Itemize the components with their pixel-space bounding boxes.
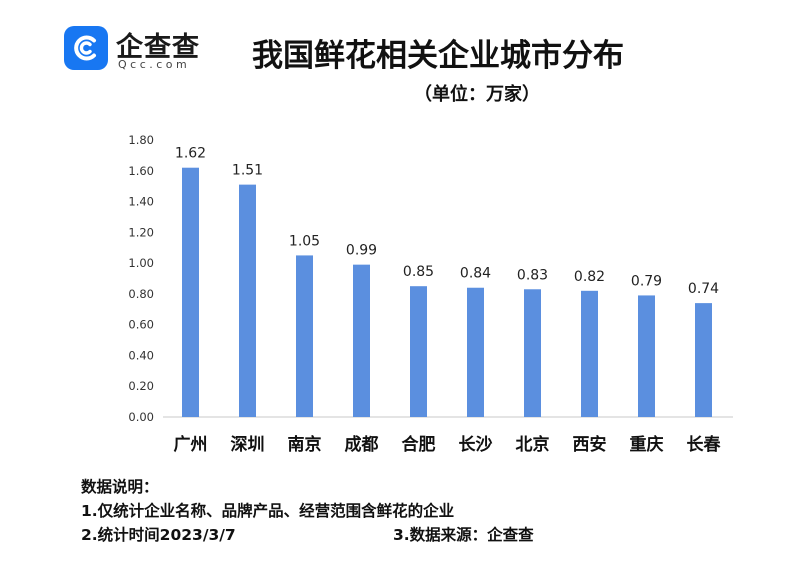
x-tick-label: 深圳 <box>231 434 265 455</box>
bar <box>638 295 655 417</box>
data-label: 0.74 <box>688 281 719 297</box>
data-notes: 数据说明： 1.仅统计企业名称、品牌产品、经营范围含鲜花的企业 2.统计时间20… <box>81 475 534 547</box>
data-label: 1.62 <box>175 146 206 162</box>
qcc-logo: 企查查 Qcc.com <box>64 26 224 76</box>
y-tick-label: 1.00 <box>128 256 154 270</box>
bar <box>581 290 598 417</box>
data-label: 0.79 <box>631 273 662 289</box>
data-label: 0.83 <box>517 267 548 283</box>
bar <box>467 287 484 417</box>
y-tick-label: 0.00 <box>128 410 154 424</box>
chart-unit: （单位：万家） <box>414 84 540 105</box>
notes-date: 2.统计时间2023/3/7 <box>81 526 236 544</box>
data-label: 1.05 <box>289 233 320 249</box>
data-label: 0.84 <box>460 266 491 282</box>
x-tick-label: 长春 <box>687 434 721 455</box>
bar <box>296 255 313 417</box>
y-tick-label: 1.80 <box>128 133 154 147</box>
x-tick-label: 重庆 <box>630 434 664 455</box>
x-tick-label: 合肥 <box>402 434 436 455</box>
data-label: 0.99 <box>346 243 377 259</box>
notes-source: 3.数据来源：企查查 <box>393 526 534 544</box>
y-tick-label: 1.60 <box>128 164 154 178</box>
y-tick-label: 0.80 <box>128 287 154 301</box>
logo-domain: Qcc.com <box>118 58 191 71</box>
x-tick-label: 广州 <box>174 434 208 455</box>
bar <box>410 286 427 417</box>
y-tick-label: 1.40 <box>128 195 154 209</box>
bar <box>182 167 199 417</box>
logo-name: 企查查 <box>116 32 200 63</box>
chart-title: 我国鲜花相关企业城市分布 <box>252 38 624 74</box>
qcc-logo-icon <box>64 26 108 70</box>
x-tick-label: 西安 <box>573 434 607 455</box>
y-tick-label: 1.20 <box>128 225 154 239</box>
x-tick-label: 成都 <box>345 434 379 455</box>
notes-line-1: 1.仅统计企业名称、品牌产品、经营范围含鲜花的企业 <box>81 502 455 520</box>
x-tick-label: 北京 <box>516 434 550 455</box>
y-tick-label: 0.40 <box>128 348 154 362</box>
bar <box>695 303 712 417</box>
bar <box>524 289 541 417</box>
data-label: 1.51 <box>232 163 263 179</box>
x-tick-label: 南京 <box>288 434 322 455</box>
data-label: 0.85 <box>403 264 434 280</box>
y-tick-label: 0.20 <box>128 379 154 393</box>
notes-line-2: 2.统计时间2023/3/7 3.数据来源：企查查 <box>81 523 534 547</box>
bar <box>239 184 256 417</box>
bar <box>353 264 370 417</box>
bar-chart: 0.00 0.20 0.40 0.60 0.80 1.00 1.20 1.40 1.60 1.80… <box>128 133 733 455</box>
notes-heading: 数据说明： <box>81 478 159 496</box>
data-label: 0.82 <box>574 269 605 285</box>
x-tick-label: 长沙 <box>459 434 493 455</box>
y-tick-label: 0.60 <box>128 318 154 332</box>
